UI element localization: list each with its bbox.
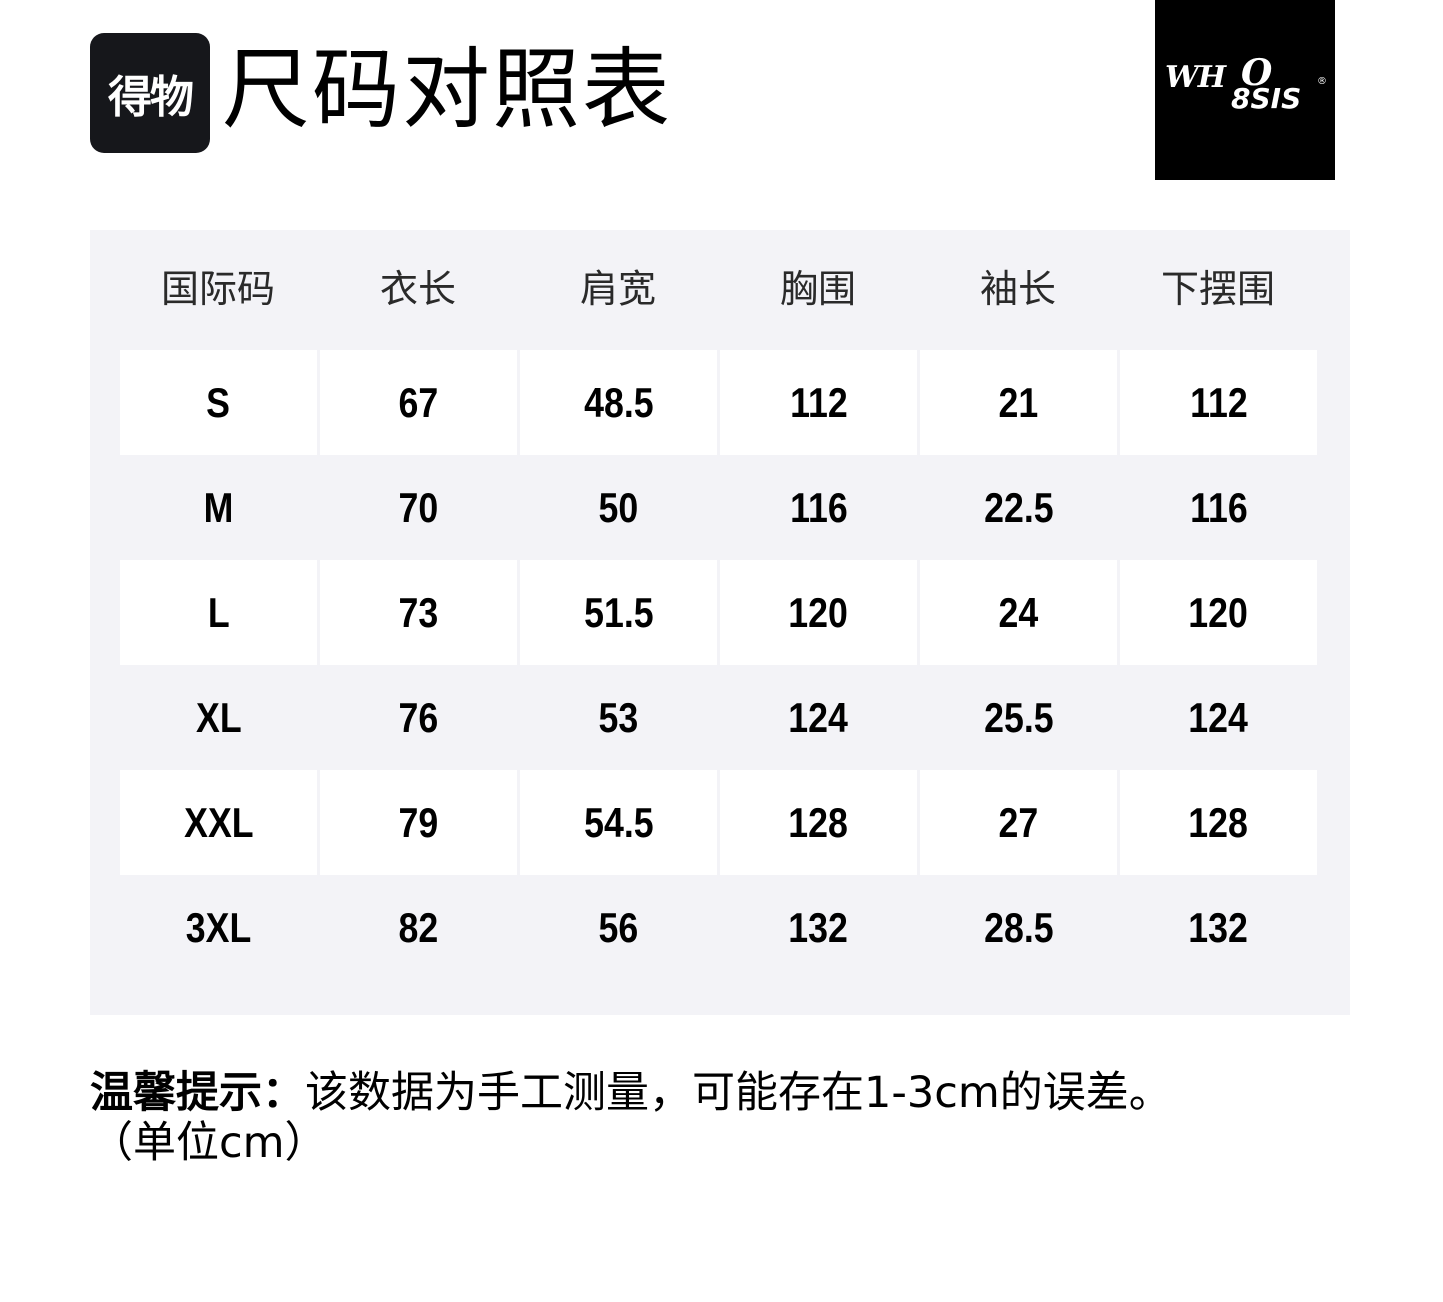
cell-value: 116 [789, 483, 848, 531]
cell-value: 116 [1189, 483, 1248, 531]
size-label-cell: XXL [120, 770, 317, 875]
measurement-cell: 120 [1120, 560, 1317, 665]
size-label-cell: 3XL [120, 875, 317, 980]
cell-value: 120 [1188, 588, 1249, 636]
cell-value: 128 [1188, 798, 1249, 846]
measurement-cell: 53 [520, 665, 717, 770]
measurement-cell: 22.5 [920, 455, 1117, 560]
cell-value: 3XL [185, 903, 252, 951]
measurement-cell: 54.5 [520, 770, 717, 875]
measurement-cell: 128 [1120, 770, 1317, 875]
measurement-note: 温馨提示：该数据为手工测量，可能存在1-3cm的误差。 （单位cm） [90, 1068, 1172, 1168]
cell-value: 27 [998, 798, 1039, 846]
unit-note: （单位cm） [90, 1118, 328, 1168]
size-label-cell: M [120, 455, 317, 560]
note-text: 该数据为手工测量，可能存在1-3cm的误差。 [305, 1068, 1172, 1118]
column-header: 胸围 [779, 267, 856, 311]
cell-value: 82 [398, 903, 439, 951]
cell-value: 28.5 [983, 903, 1054, 951]
column-header: 肩宽 [579, 267, 656, 311]
cell-value: L [207, 588, 230, 636]
cell-value: 51.5 [583, 588, 654, 636]
measurement-cell: 51.5 [520, 560, 717, 665]
size-label-cell: XL [120, 665, 317, 770]
cell-value: 73 [398, 588, 439, 636]
cell-value: 56 [598, 903, 639, 951]
measurement-cell: 73 [320, 560, 517, 665]
measurement-cell: 132 [720, 875, 917, 980]
size-label-cell: S [120, 350, 317, 455]
measurement-cell: 116 [1120, 455, 1317, 560]
measurement-cell: 70 [320, 455, 517, 560]
cell-value: 22.5 [983, 483, 1054, 531]
size-label-cell: L [120, 560, 317, 665]
cell-value: M [203, 483, 234, 531]
measurement-cell: 124 [1120, 665, 1317, 770]
cell-value: 25.5 [983, 693, 1054, 741]
measurement-cell: 24 [920, 560, 1117, 665]
measurement-cell: 124 [720, 665, 917, 770]
column-header: 国际码 [160, 267, 275, 311]
column-header: 衣长 [379, 267, 456, 311]
cell-value: 24 [998, 588, 1039, 636]
dewu-app-logo: 得物 [90, 33, 210, 153]
measurement-cell: 27 [920, 770, 1117, 875]
measurement-cell: 79 [320, 770, 517, 875]
cell-value: 120 [788, 588, 849, 636]
cell-value: 124 [788, 693, 849, 741]
cell-value: 76 [398, 693, 439, 741]
measurement-cell: 116 [720, 455, 917, 560]
cell-value: 79 [398, 798, 439, 846]
column-header: 袖长 [979, 267, 1056, 311]
cell-value: S [206, 378, 231, 426]
column-header: 下摆围 [1160, 267, 1275, 311]
cell-value: 53 [598, 693, 639, 741]
measurement-cell: 76 [320, 665, 517, 770]
cell-value: 67 [398, 378, 439, 426]
cell-value: 124 [1188, 693, 1249, 741]
cell-value: 128 [788, 798, 849, 846]
page-title: 尺码对照表 [222, 38, 673, 141]
cell-value: 54.5 [583, 798, 654, 846]
cell-value: 70 [398, 483, 439, 531]
measurement-cell: 21 [920, 350, 1117, 455]
measurement-cell: 120 [720, 560, 917, 665]
measurement-cell: 56 [520, 875, 717, 980]
cell-value: 50 [598, 483, 639, 531]
app-logo-text: 得物 [108, 72, 194, 123]
measurement-cell: 128 [720, 770, 917, 875]
measurement-cell: 112 [1120, 350, 1317, 455]
brand-logo: WH O 8SIS ® [1155, 0, 1335, 180]
measurement-cell: 25.5 [920, 665, 1117, 770]
cell-value: 48.5 [583, 378, 654, 426]
measurement-cell: 50 [520, 455, 717, 560]
cell-value: 112 [789, 378, 848, 426]
measurement-cell: 48.5 [520, 350, 717, 455]
note-label: 温馨提示： [90, 1068, 305, 1118]
cell-value: 21 [998, 378, 1039, 426]
cell-value: 132 [1188, 903, 1249, 951]
cell-value: XL [195, 693, 242, 741]
measurement-cell: 67 [320, 350, 517, 455]
cell-value: 132 [788, 903, 849, 951]
measurement-cell: 132 [1120, 875, 1317, 980]
cell-value: 112 [1189, 378, 1248, 426]
measurement-cell: 82 [320, 875, 517, 980]
measurement-cell: 28.5 [920, 875, 1117, 980]
cell-value: XXL [183, 798, 254, 846]
measurement-cell: 112 [720, 350, 917, 455]
